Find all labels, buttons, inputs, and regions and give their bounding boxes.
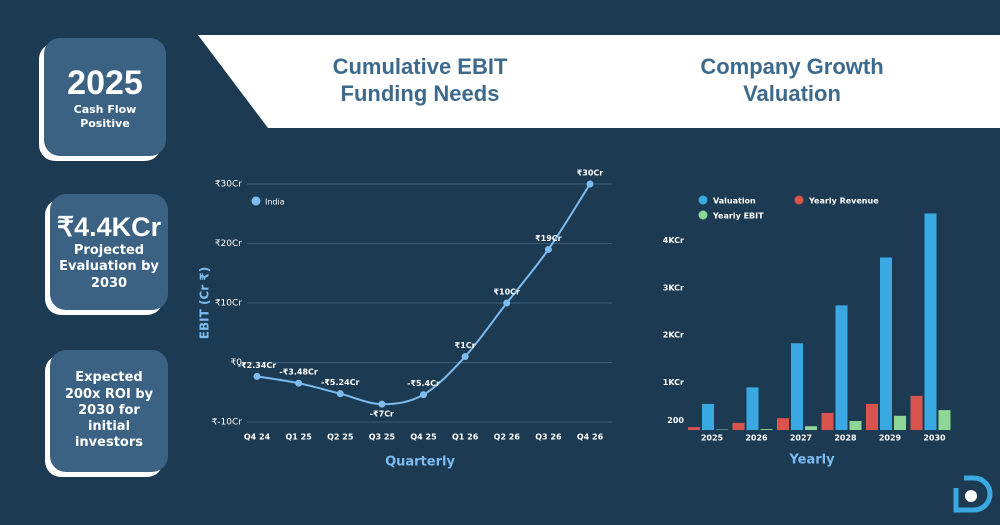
bar bbox=[880, 257, 892, 430]
x-tick-label: 2029 bbox=[879, 434, 902, 443]
bar bbox=[938, 410, 951, 430]
legend-marker bbox=[251, 196, 261, 206]
x-tick-label: Q4 24 bbox=[244, 433, 271, 442]
data-label: ₹30Cr bbox=[577, 169, 604, 178]
bar bbox=[866, 403, 878, 430]
bar bbox=[702, 403, 714, 430]
data-label: ₹1Cr bbox=[455, 341, 476, 350]
y-tick-label: ₹20Cr bbox=[215, 239, 242, 249]
banner bbox=[198, 35, 1000, 128]
y-tick-label: ₹30Cr bbox=[215, 180, 242, 190]
chart-title: Cumulative EBIT Funding Needs bbox=[333, 54, 508, 106]
data-label: -₹2.34Cr bbox=[238, 361, 276, 370]
point bbox=[295, 379, 303, 387]
point bbox=[586, 180, 594, 188]
card-headline: ₹4.4KCr bbox=[56, 212, 162, 243]
x-tick-label: 2025 bbox=[701, 434, 724, 443]
x-tick-label: Q4 26 bbox=[577, 433, 604, 442]
x-tick-label: 2028 bbox=[834, 434, 857, 443]
x-tick-label: Q4 25 bbox=[410, 433, 437, 442]
point bbox=[378, 400, 386, 408]
x-tick-label: 2026 bbox=[745, 434, 768, 443]
data-label: ₹19Cr bbox=[535, 234, 562, 243]
point bbox=[503, 299, 511, 307]
x-tick-label: Q1 26 bbox=[452, 433, 479, 442]
x-tick-label: 2027 bbox=[790, 434, 812, 443]
bar bbox=[849, 420, 862, 430]
y-tick-label: ₹10Cr bbox=[215, 299, 242, 309]
x-axis-label: Quarterly bbox=[385, 455, 455, 470]
x-tick-label: Q2 25 bbox=[327, 433, 354, 442]
x-axis-label: Yearly bbox=[788, 453, 835, 468]
bar bbox=[805, 426, 817, 430]
x-tick-label: Q3 26 bbox=[535, 433, 562, 442]
point bbox=[253, 372, 261, 380]
bar bbox=[910, 395, 923, 430]
card: 2025 Cash Flow Positive bbox=[44, 38, 166, 156]
bar bbox=[746, 387, 759, 430]
bar bbox=[732, 422, 745, 430]
y-tick-label: 1KCr bbox=[663, 378, 684, 387]
bar bbox=[688, 427, 700, 430]
point bbox=[420, 391, 427, 399]
bar bbox=[924, 213, 937, 430]
x-tick-label: Q1 25 bbox=[285, 433, 312, 442]
point bbox=[461, 353, 469, 361]
bar bbox=[760, 429, 773, 430]
legend-label: India bbox=[265, 198, 285, 207]
y-tick-label: 2KCr bbox=[663, 331, 684, 340]
legend-label: Yearly Revenue bbox=[808, 197, 879, 206]
x-tick-label: Q2 26 bbox=[494, 433, 521, 442]
data-label: -₹3.48Cr bbox=[279, 368, 317, 377]
y-tick-label: 200 bbox=[667, 416, 684, 425]
data-label: -₹5.4Cr bbox=[407, 379, 440, 388]
bar bbox=[835, 305, 848, 430]
logo bbox=[953, 475, 993, 513]
y-tick-label: ₹-10Cr bbox=[212, 418, 243, 428]
legend-label: Yearly EBIT bbox=[712, 212, 764, 221]
x-tick-label: Q3 25 bbox=[369, 433, 396, 442]
card-headline: 2025 bbox=[67, 63, 143, 102]
bar bbox=[791, 343, 803, 430]
card-text: Cash Flow Positive bbox=[73, 102, 137, 130]
legend-label: Valuation bbox=[713, 197, 756, 206]
legend-marker bbox=[698, 195, 708, 205]
chart-title: Company Growth Valuation bbox=[700, 54, 883, 106]
bar bbox=[821, 412, 834, 430]
y-tick-label: 3KCr bbox=[663, 283, 684, 292]
point bbox=[336, 390, 344, 398]
y-axis-label: EBIT (Cr ₹) bbox=[198, 267, 212, 339]
data-label: -₹7Cr bbox=[370, 410, 394, 419]
y-tick-label: ₹0 bbox=[231, 358, 243, 368]
card: Expected 200x ROI by 2030 for initial in… bbox=[50, 350, 168, 472]
data-label: -₹5.24Cr bbox=[321, 378, 359, 387]
point bbox=[544, 245, 552, 253]
legend-marker bbox=[698, 210, 708, 220]
data-label: ₹10Cr bbox=[493, 288, 520, 297]
card-text: Projected Evaluation by 2030 bbox=[59, 243, 159, 291]
bar bbox=[777, 418, 789, 430]
card-text: Expected 200x ROI by 2030 for initial in… bbox=[64, 370, 154, 451]
legend-marker bbox=[794, 195, 804, 205]
card: ₹4.4KCr Projected Evaluation by 2030 bbox=[50, 194, 168, 310]
bar bbox=[894, 415, 906, 430]
x-tick-label: 2030 bbox=[923, 434, 946, 443]
y-tick-label: 4KCr bbox=[663, 236, 684, 245]
